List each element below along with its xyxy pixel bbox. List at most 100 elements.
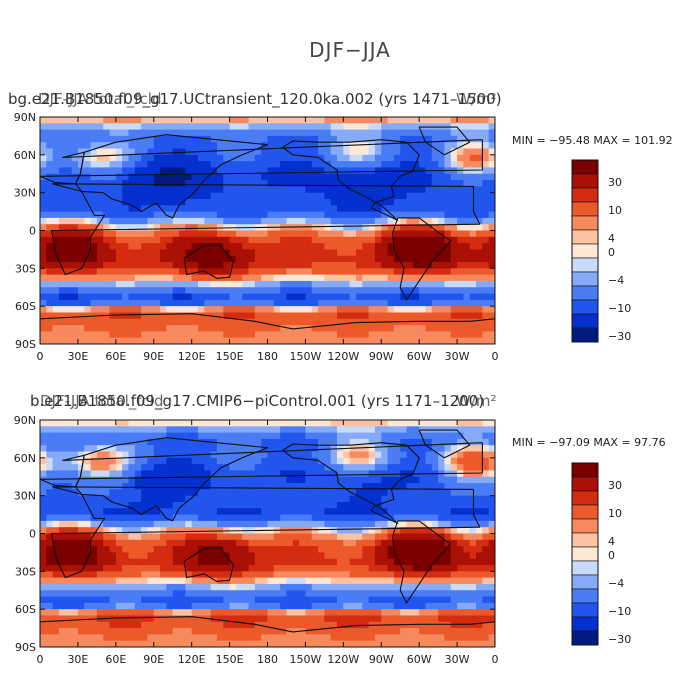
heatmap-cell bbox=[299, 249, 307, 257]
heatmap-cell bbox=[166, 135, 174, 143]
heatmap-cell bbox=[58, 565, 66, 572]
heatmap-cell bbox=[476, 552, 483, 560]
heatmap-cell bbox=[210, 609, 218, 617]
heatmap-cell bbox=[305, 142, 313, 150]
heatmap-cell bbox=[393, 325, 401, 332]
heatmap-cell bbox=[103, 236, 111, 244]
heatmap-cell bbox=[292, 508, 300, 516]
heatmap-cell bbox=[242, 451, 250, 459]
heatmap-cell bbox=[147, 571, 155, 579]
heatmap-cell bbox=[425, 293, 433, 301]
heatmap-cell bbox=[482, 527, 490, 535]
heatmap-cell bbox=[292, 495, 300, 503]
heatmap-cell bbox=[261, 180, 269, 187]
heatmap-cell bbox=[248, 123, 256, 131]
heatmap-cell bbox=[292, 217, 300, 225]
heatmap-cell bbox=[406, 520, 414, 528]
heatmap-cell bbox=[400, 180, 408, 187]
heatmap-cell bbox=[71, 262, 79, 269]
heatmap-cell bbox=[381, 527, 389, 535]
heatmap-cell bbox=[305, 420, 313, 427]
heatmap-cell bbox=[115, 609, 123, 617]
heatmap-cell bbox=[166, 558, 174, 566]
heatmap-cell bbox=[248, 539, 256, 547]
heatmap-cell bbox=[84, 293, 92, 301]
heatmap-cell bbox=[400, 533, 408, 541]
heatmap-cell bbox=[343, 205, 351, 213]
heatmap-cell bbox=[134, 205, 142, 213]
heatmap-cell bbox=[444, 192, 452, 200]
heatmap-cell bbox=[280, 476, 288, 484]
heatmap-cell bbox=[210, 186, 218, 194]
heatmap-cell bbox=[103, 243, 111, 251]
heatmap-cell bbox=[223, 420, 231, 427]
heatmap-cell bbox=[431, 230, 439, 238]
heatmap-cell bbox=[52, 621, 60, 629]
heatmap-cell bbox=[179, 167, 186, 175]
heatmap-cell bbox=[267, 539, 275, 547]
heatmap-cell bbox=[305, 306, 313, 314]
heatmap-cell bbox=[482, 508, 490, 516]
heatmap-cell bbox=[160, 135, 167, 143]
heatmap-cell bbox=[337, 274, 344, 282]
heatmap-cell bbox=[109, 167, 117, 175]
heatmap-cell bbox=[318, 520, 325, 528]
heatmap-cell bbox=[84, 205, 92, 213]
heatmap-cell bbox=[349, 318, 357, 326]
heatmap-cell bbox=[299, 186, 307, 194]
heatmap-cell bbox=[204, 268, 212, 276]
heatmap-cell bbox=[374, 426, 382, 434]
heatmap-cell bbox=[84, 464, 92, 472]
heatmap-cell bbox=[134, 602, 142, 610]
heatmap-cell bbox=[299, 420, 307, 427]
heatmap-cell bbox=[153, 514, 161, 522]
heatmap-cell bbox=[128, 217, 136, 225]
heatmap-cell bbox=[40, 243, 47, 251]
heatmap-cell bbox=[330, 255, 338, 263]
heatmap-cell bbox=[254, 432, 262, 440]
heatmap-cell bbox=[71, 514, 79, 522]
heatmap-cell bbox=[400, 558, 408, 566]
heatmap-cell bbox=[216, 546, 224, 554]
heatmap-cell bbox=[46, 205, 54, 213]
heatmap-cell bbox=[216, 470, 224, 478]
heatmap-cell bbox=[488, 173, 495, 181]
heatmap-cell bbox=[324, 268, 332, 276]
heatmap-cell bbox=[438, 508, 446, 516]
heatmap-cell bbox=[141, 514, 149, 522]
heatmap-cell bbox=[254, 268, 262, 276]
heatmap-cell bbox=[96, 337, 104, 344]
heatmap-cell bbox=[355, 173, 363, 181]
heatmap-cell bbox=[58, 243, 66, 251]
heatmap-cell bbox=[179, 615, 186, 623]
heatmap-cell bbox=[286, 470, 294, 478]
heatmap-cell bbox=[153, 211, 161, 219]
heatmap-cell bbox=[254, 198, 262, 206]
heatmap-cell bbox=[450, 483, 458, 490]
heatmap-cell bbox=[318, 123, 325, 131]
heatmap-cell bbox=[463, 457, 471, 465]
heatmap-cell bbox=[210, 211, 218, 219]
heatmap-cell bbox=[147, 565, 155, 572]
heatmap-cell bbox=[343, 293, 351, 301]
heatmap-cell bbox=[393, 205, 401, 213]
heatmap-cell bbox=[242, 602, 250, 610]
heatmap-cell bbox=[160, 438, 167, 446]
heatmap-cell bbox=[128, 249, 136, 257]
heatmap-cell bbox=[65, 287, 73, 295]
heatmap-cell bbox=[457, 148, 465, 156]
heatmap-cell bbox=[393, 476, 401, 484]
heatmap-cell bbox=[330, 192, 338, 200]
heatmap-cell bbox=[71, 230, 79, 238]
heatmap-cell bbox=[254, 520, 262, 528]
heatmap-cell bbox=[469, 161, 477, 169]
heatmap-cell bbox=[444, 432, 452, 440]
heatmap-cell bbox=[406, 148, 414, 156]
heatmap-cell bbox=[292, 274, 300, 282]
heatmap-cell bbox=[109, 331, 117, 339]
heatmap-cell bbox=[318, 306, 325, 314]
heatmap-cell bbox=[172, 123, 180, 131]
heatmap-cell bbox=[337, 489, 344, 497]
heatmap-cell bbox=[330, 312, 338, 320]
heatmap-cell bbox=[305, 602, 313, 610]
